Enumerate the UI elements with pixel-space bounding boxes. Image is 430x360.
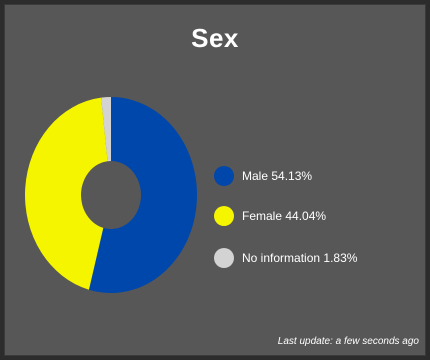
legend-item-female: Female 44.04% — [214, 205, 326, 227]
last-update-text: Last update: a few seconds ago — [277, 336, 419, 347]
slice-male[interactable] — [88, 97, 198, 293]
legend-value-male: 54.13% — [271, 169, 313, 183]
legend-category-no-information: No information — [242, 251, 321, 265]
legend-category-male: Male — [242, 169, 269, 183]
legend-item-no-information: No information 1.83% — [214, 247, 357, 269]
legend-swatch-female — [214, 206, 234, 226]
donut-chart — [25, 97, 198, 293]
legend-swatch-male — [214, 166, 234, 186]
slice-female[interactable] — [25, 97, 108, 290]
legend-value-no-information: 1.83% — [323, 251, 358, 265]
chart-card: Sex Male 54.13% Female 44.04% No informa… — [4, 4, 426, 356]
legend-label-female: Female 44.04% — [242, 209, 326, 223]
legend-label-no-information: No information 1.83% — [242, 251, 357, 265]
legend-swatch-no-information — [214, 248, 234, 268]
legend-label-male: Male 54.13% — [242, 169, 312, 183]
slice-no-information[interactable] — [101, 97, 111, 162]
chart-title: Sex — [191, 23, 239, 53]
legend-value-female: 44.04% — [285, 209, 327, 223]
legend-category-female: Female — [242, 209, 283, 223]
legend-item-male: Male 54.13% — [214, 165, 312, 187]
